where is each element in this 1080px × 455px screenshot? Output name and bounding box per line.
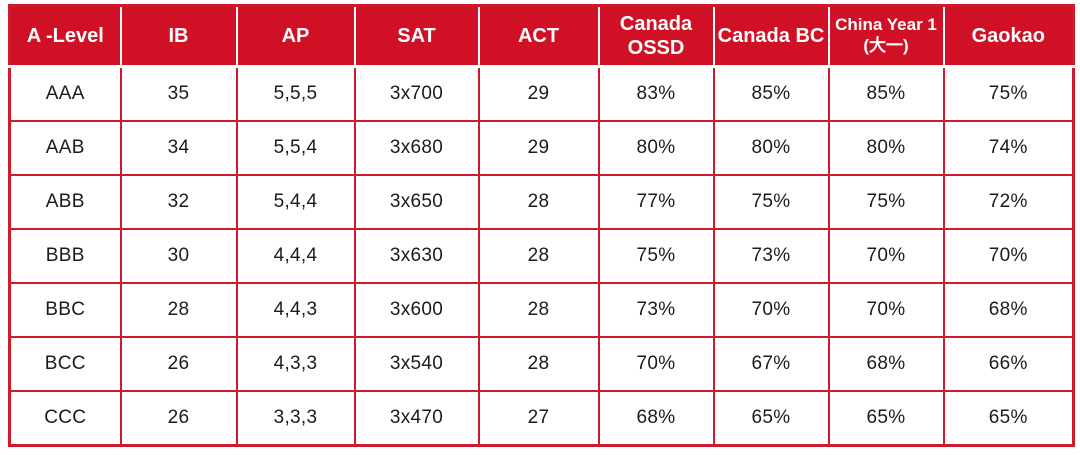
column-header-gaokao: Gaokao	[942, 5, 1075, 68]
table-cell: 30	[119, 228, 238, 284]
table-cell: 29	[477, 120, 600, 176]
table-row: BBB 30 4,4,4 3x630 28 75% 73% 70% 70%	[8, 228, 1075, 284]
table-cell: 75%	[712, 174, 830, 230]
table-cell: 83%	[597, 65, 715, 122]
table-cell: 77%	[597, 174, 715, 230]
table-cell: BBB	[8, 228, 122, 284]
table-cell: 72%	[942, 174, 1075, 230]
table-cell: BBC	[8, 282, 122, 338]
table-row: AAA 35 5,5,5 3x700 29 83% 85% 85% 75%	[8, 65, 1075, 122]
column-header-canada-bc: Canada BC	[712, 5, 830, 68]
column-header-china-year-1: China Year 1 (大一)	[827, 5, 945, 68]
column-header-ap: AP	[235, 5, 356, 68]
table-cell: CCC	[8, 390, 122, 447]
table-cell: 70%	[827, 282, 945, 338]
table-cell: 28	[119, 282, 238, 338]
header-row: A -Level IB AP SAT ACT Canada OSSD Canad…	[8, 5, 1075, 68]
table-cell: 28	[477, 282, 600, 338]
table-cell: 70%	[827, 228, 945, 284]
column-header-ib: IB	[119, 5, 238, 68]
table-cell: 27	[477, 390, 600, 447]
table-cell: 28	[477, 174, 600, 230]
table-cell: 66%	[942, 336, 1075, 392]
column-header-canada-ossd: Canada OSSD	[597, 5, 715, 68]
table-cell: 68%	[597, 390, 715, 447]
table-cell: 80%	[827, 120, 945, 176]
column-header-a-level: A -Level	[8, 5, 122, 68]
table-row: AAB 34 5,5,4 3x680 29 80% 80% 80% 74%	[8, 120, 1075, 176]
table-cell: 85%	[827, 65, 945, 122]
table-cell: 65%	[827, 390, 945, 447]
table-cell: 4,4,4	[235, 228, 356, 284]
table-cell: 3x700	[353, 65, 480, 122]
table-cell: 26	[119, 336, 238, 392]
table-cell: 68%	[942, 282, 1075, 338]
table-cell: 74%	[942, 120, 1075, 176]
table-cell: 68%	[827, 336, 945, 392]
table-cell: 3x650	[353, 174, 480, 230]
column-header-sat: SAT	[353, 5, 480, 68]
table-cell: 4,4,3	[235, 282, 356, 338]
column-header-act: ACT	[477, 5, 600, 68]
table-cell: 29	[477, 65, 600, 122]
table-cell: 28	[477, 228, 600, 284]
table-cell: AAB	[8, 120, 122, 176]
table-cell: 70%	[712, 282, 830, 338]
table-cell: 3x470	[353, 390, 480, 447]
table-cell: 3x600	[353, 282, 480, 338]
table-cell: 26	[119, 390, 238, 447]
table-cell: 3x540	[353, 336, 480, 392]
table-cell: BCC	[8, 336, 122, 392]
table-cell: ABB	[8, 174, 122, 230]
table-cell: 73%	[597, 282, 715, 338]
table-cell: 3,3,3	[235, 390, 356, 447]
table-cell: 65%	[712, 390, 830, 447]
table-cell: 3x630	[353, 228, 480, 284]
table-cell: 75%	[827, 174, 945, 230]
table-cell: 85%	[712, 65, 830, 122]
table-cell: 5,5,5	[235, 65, 356, 122]
table-cell: 75%	[597, 228, 715, 284]
table-cell: 32	[119, 174, 238, 230]
table-cell: 4,3,3	[235, 336, 356, 392]
table-cell: 70%	[942, 228, 1075, 284]
table-cell: 35	[119, 65, 238, 122]
table-cell: 3x680	[353, 120, 480, 176]
table-cell: 73%	[712, 228, 830, 284]
table-cell: 5,5,4	[235, 120, 356, 176]
table-cell: 34	[119, 120, 238, 176]
table-row: BBC 28 4,4,3 3x600 28 73% 70% 70% 68%	[8, 282, 1075, 338]
table-cell: AAA	[8, 65, 122, 122]
table-cell: 65%	[942, 390, 1075, 447]
table-cell: 5,4,4	[235, 174, 356, 230]
table-cell: 67%	[712, 336, 830, 392]
table-cell: 28	[477, 336, 600, 392]
table-row: ABB 32 5,4,4 3x650 28 77% 75% 75% 72%	[8, 174, 1075, 230]
table-cell: 80%	[712, 120, 830, 176]
table-row: BCC 26 4,3,3 3x540 28 70% 67% 68% 66%	[8, 336, 1075, 392]
table-cell: 70%	[597, 336, 715, 392]
table-cell: 80%	[597, 120, 715, 176]
table-row: CCC 26 3,3,3 3x470 27 68% 65% 65% 65%	[8, 390, 1075, 447]
requirements-table: A -Level IB AP SAT ACT Canada OSSD Canad…	[8, 4, 1075, 447]
table-cell: 75%	[942, 65, 1075, 122]
